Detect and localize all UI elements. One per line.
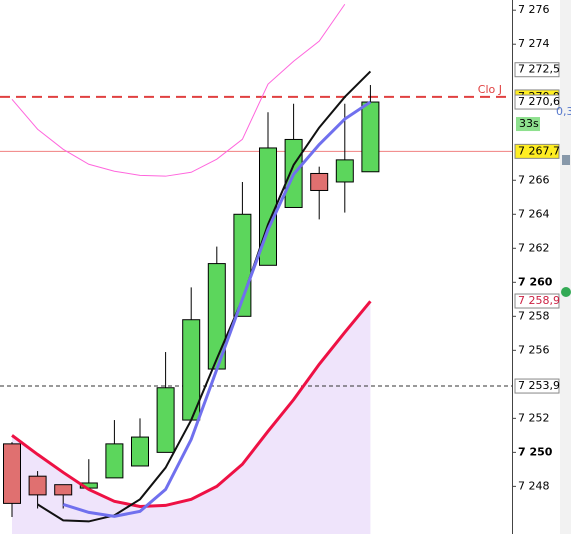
y-tick-label: 7 264	[518, 207, 550, 220]
y-tick-label: 7 260	[518, 275, 553, 288]
countdown: 33s	[519, 117, 539, 130]
indicator-line	[37, 70, 372, 523]
y-tick-label: 7 256	[518, 343, 550, 356]
y-tick-label: 7 250	[518, 445, 553, 458]
toolbar-icon[interactable]	[562, 155, 570, 165]
price-label: 7 267,7	[518, 144, 560, 157]
toolbar	[560, 0, 571, 534]
level-label: Clo J	[478, 83, 502, 96]
candle-body	[54, 484, 73, 496]
candle-body	[105, 443, 124, 479]
price-label: 7 272,5	[518, 63, 560, 76]
price-label-box	[514, 62, 560, 78]
countdown-box	[516, 117, 540, 132]
area-fill	[12, 301, 371, 534]
price-label: 7 253,9	[518, 379, 560, 392]
candle-body	[335, 159, 354, 183]
price-label-box	[514, 293, 560, 309]
candle-body	[156, 387, 175, 453]
candle-body	[28, 475, 47, 496]
spread-label: 0,3	[556, 105, 571, 118]
candle-body	[3, 443, 21, 504]
price-label-box	[514, 378, 560, 394]
price-label-box	[514, 94, 560, 110]
price-label: 7 258,9	[518, 294, 560, 307]
indicator-line	[11, 3, 346, 177]
y-tick-label: 7 274	[518, 37, 550, 50]
y-tick-label: 7 258	[518, 309, 550, 322]
indicator-line	[62, 100, 372, 518]
candle-body	[361, 101, 380, 173]
price-label: 7 270,6	[518, 95, 560, 108]
y-tick-label: 7 262	[518, 241, 550, 254]
price-label-box	[514, 143, 560, 159]
y-tick-label: 7 248	[518, 479, 550, 492]
indicator-line	[11, 300, 372, 508]
y-tick-label: 7 276	[518, 3, 550, 16]
candle-body	[310, 172, 329, 191]
y-tick-label: 7 266	[518, 173, 550, 186]
toolbar-icon[interactable]	[561, 287, 571, 297]
y-tick-label: 7 252	[518, 411, 550, 424]
candle-body	[131, 436, 149, 467]
